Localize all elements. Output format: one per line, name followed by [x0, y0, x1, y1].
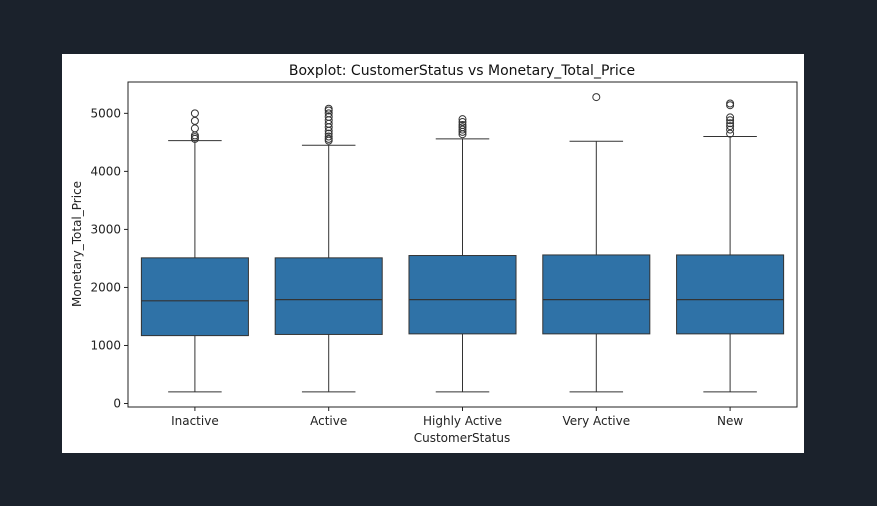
y-tick-label: 1000	[90, 338, 121, 352]
x-tick-label: New	[717, 414, 743, 428]
outlier-point	[458, 118, 467, 127]
x-axis-label: CustomerStatus	[414, 431, 511, 445]
y-tick-label: 2000	[90, 280, 121, 294]
chart-title: Boxplot: CustomerStatus vs Monetary_Tota…	[289, 63, 635, 79]
outlier-point	[324, 112, 333, 121]
outlier-point	[190, 109, 199, 118]
outlier-point	[726, 122, 735, 131]
x-tick-label: Highly Active	[423, 414, 502, 428]
outlier-point	[726, 129, 735, 138]
outlier-point	[324, 132, 333, 141]
x-tick-label: Active	[310, 414, 347, 428]
y-tick-label: 3000	[90, 222, 121, 236]
box-new	[676, 254, 785, 335]
chart-figure: Boxplot: CustomerStatus vs Monetary_Tota…	[62, 54, 804, 453]
outlier-point	[324, 109, 333, 118]
box-very-active	[542, 254, 651, 335]
box-highly-active	[408, 255, 517, 335]
outlier-point	[458, 125, 467, 134]
y-tick-label: 5000	[90, 106, 121, 120]
x-tick-label: Inactive	[171, 414, 219, 428]
box-active	[274, 257, 383, 335]
outlier-point	[458, 115, 467, 124]
y-tick-label: 4000	[90, 164, 121, 178]
outlier-point	[726, 99, 735, 108]
outlier-point	[726, 116, 735, 125]
box-inactive	[140, 257, 249, 337]
outlier-point	[190, 124, 199, 133]
outlier-point	[324, 104, 333, 113]
plot-area: 0 1000 2000 3000 4000 5000 Inactive Active Highl…	[90, 93, 785, 428]
outlier-point	[726, 113, 735, 122]
outlier-point	[726, 125, 735, 134]
plot-frame	[127, 81, 798, 408]
y-tick-label: 0	[113, 397, 121, 411]
outlier-point	[190, 116, 199, 125]
outlier-point	[726, 119, 735, 128]
outlier-point	[458, 120, 467, 129]
outlier-point	[592, 93, 601, 102]
boxplot-chart: Boxplot: CustomerStatus vs Monetary_Tota…	[70, 63, 798, 445]
outlier-point	[324, 134, 333, 143]
outlier-point	[458, 123, 467, 132]
outlier-point	[324, 129, 333, 138]
x-tick-label: Very Active	[562, 414, 630, 428]
y-axis-label: Monetary_Total_Price	[70, 181, 84, 307]
